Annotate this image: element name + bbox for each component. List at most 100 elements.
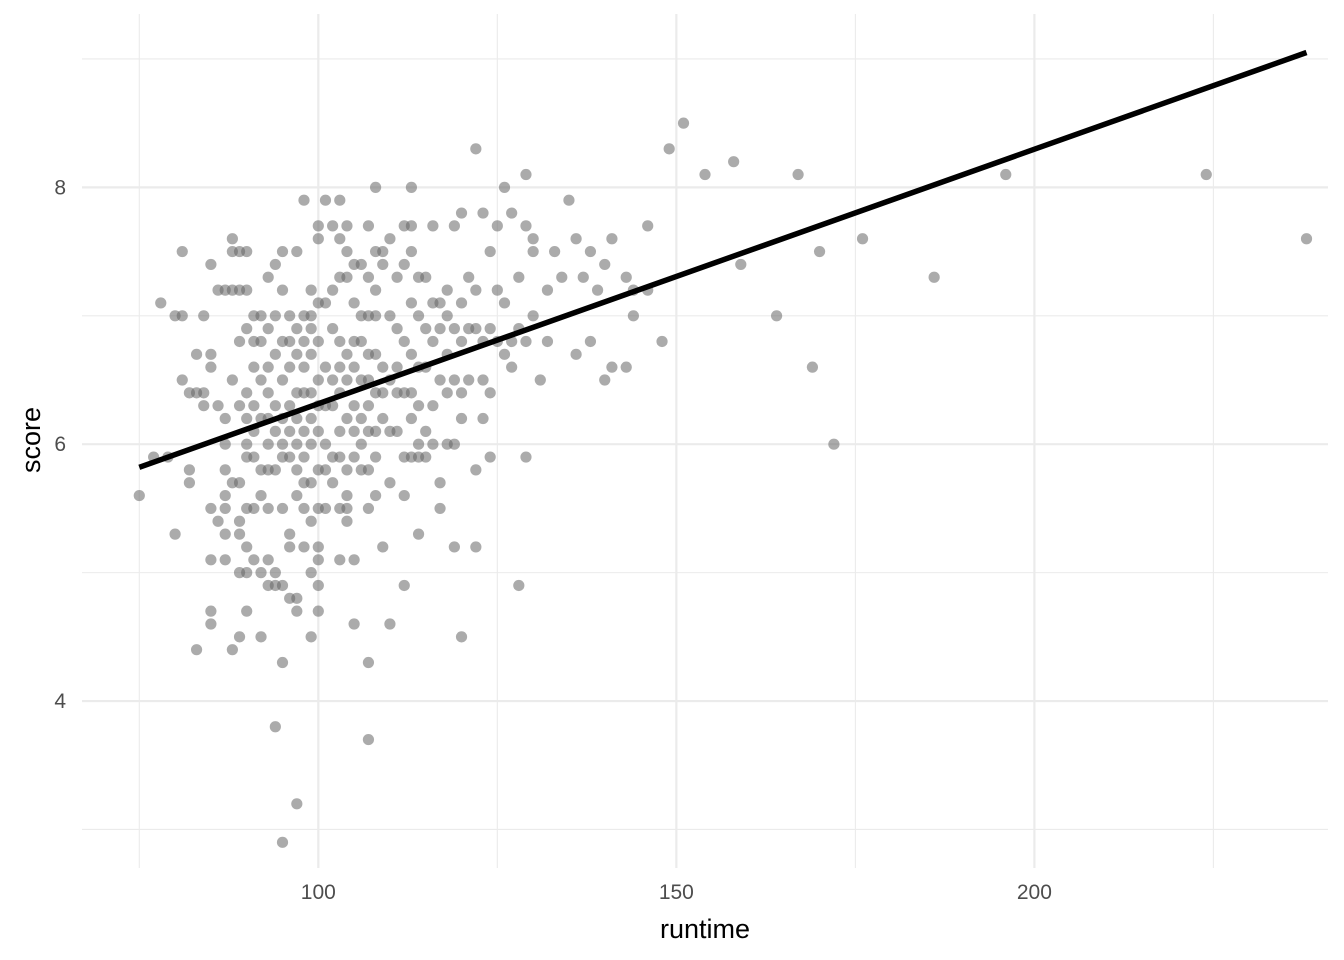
data-point [269, 464, 281, 476]
data-point [341, 502, 353, 515]
data-point [262, 438, 274, 450]
data-point [269, 721, 281, 733]
data-point [369, 284, 382, 296]
data-point [241, 412, 253, 425]
trend-line-group [138, 49, 1308, 470]
data-point [362, 656, 375, 669]
data-point [534, 374, 546, 386]
data-point [327, 323, 339, 335]
data-point [455, 207, 468, 219]
data-point [398, 335, 410, 348]
data-point [219, 554, 231, 566]
data-point [205, 348, 217, 360]
data-point [369, 425, 382, 437]
data-point [255, 489, 267, 502]
data-point [470, 323, 482, 335]
data-point [219, 502, 231, 515]
data-point [556, 271, 568, 283]
data-point [405, 412, 418, 425]
data-point [233, 631, 246, 643]
data-point [226, 644, 238, 656]
data-point [477, 374, 489, 386]
data-point [305, 387, 317, 399]
data-point [169, 528, 181, 540]
data-point [441, 310, 453, 322]
x-axis-tick-labels: 100 150 200 [301, 881, 1052, 904]
data-point [241, 541, 253, 553]
data-point [434, 323, 446, 335]
data-point [291, 464, 303, 476]
data-point [255, 374, 267, 386]
y-axis-title: score [16, 407, 46, 473]
data-point [233, 477, 246, 489]
data-point [262, 361, 274, 373]
data-point [183, 464, 196, 476]
data-point [620, 361, 632, 373]
data-point [341, 515, 353, 527]
data-point [269, 567, 281, 579]
data-point [284, 541, 296, 553]
data-point [405, 387, 418, 399]
data-point [305, 567, 317, 579]
y-tick-label: 8 [54, 176, 66, 199]
data-point [463, 271, 475, 283]
data-point [327, 220, 339, 232]
data-point [348, 400, 360, 412]
data-point [319, 464, 332, 476]
data-point [255, 567, 267, 579]
data-point [305, 412, 317, 425]
data-point [255, 335, 267, 348]
data-point [470, 284, 482, 296]
data-point [219, 464, 231, 476]
x-tick-label: 200 [1017, 881, 1052, 904]
data-point [928, 271, 940, 283]
data-point [248, 502, 260, 515]
data-point [527, 310, 539, 322]
data-point [520, 451, 532, 463]
data-point [391, 425, 403, 437]
data-point [341, 374, 353, 386]
data-point [341, 245, 353, 258]
data-point [334, 451, 346, 463]
data-point [284, 310, 296, 322]
data-point [498, 297, 511, 309]
x-tick-label: 150 [659, 881, 694, 904]
data-point [405, 348, 418, 360]
data-point [219, 412, 231, 425]
data-point [183, 477, 196, 489]
data-point [441, 387, 453, 399]
data-point [728, 156, 740, 168]
data-point [355, 258, 367, 271]
data-point [327, 400, 339, 412]
data-point [291, 489, 303, 502]
data-point [219, 489, 231, 502]
data-point [455, 387, 468, 399]
data-point [241, 438, 253, 450]
data-point [348, 451, 360, 463]
data-point [291, 605, 303, 617]
data-point [455, 631, 468, 643]
data-point [813, 245, 826, 258]
data-point [155, 297, 167, 309]
data-point [291, 323, 303, 335]
data-point [448, 541, 460, 553]
data-point [291, 245, 303, 258]
data-point [362, 220, 375, 232]
data-point [427, 438, 439, 450]
data-point [319, 438, 332, 450]
data-point [355, 438, 367, 450]
data-point [305, 515, 317, 527]
data-point [384, 477, 396, 489]
data-point [369, 489, 382, 502]
data-point [477, 207, 489, 219]
data-point [434, 374, 446, 386]
data-point [377, 245, 389, 258]
data-point [355, 335, 367, 348]
data-point [262, 502, 274, 515]
data-point [341, 271, 353, 283]
data-point [377, 541, 389, 553]
data-point [792, 168, 804, 181]
data-point [463, 374, 475, 386]
data-point [341, 348, 353, 360]
data-point [205, 605, 217, 617]
